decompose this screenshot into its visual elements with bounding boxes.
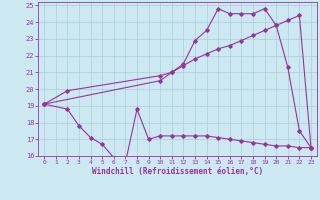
X-axis label: Windchill (Refroidissement éolien,°C): Windchill (Refroidissement éolien,°C) — [92, 167, 263, 176]
